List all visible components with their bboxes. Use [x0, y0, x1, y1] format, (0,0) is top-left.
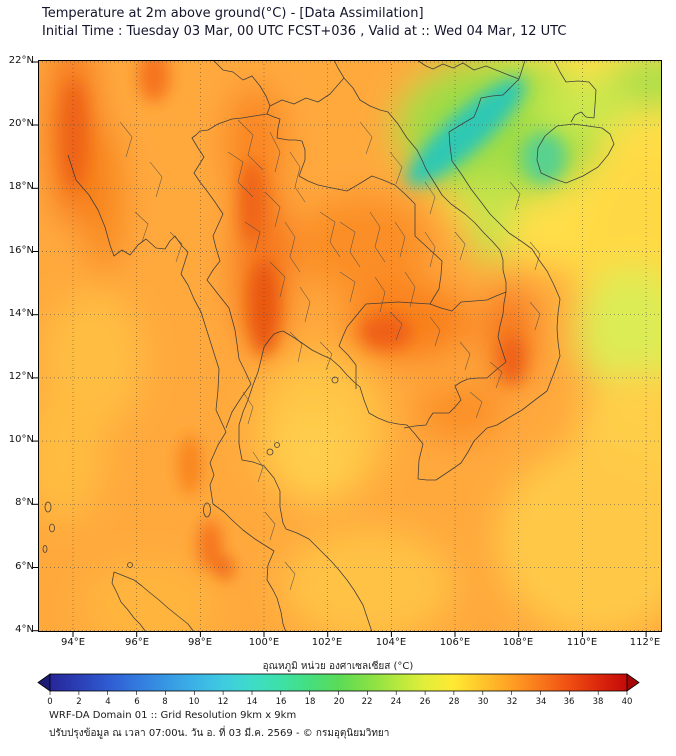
colorbar-tick-label: 2 — [76, 697, 82, 707]
colorbar-tick-label: 28 — [448, 697, 460, 707]
colorbar-tick-label: 32 — [506, 697, 518, 707]
colorbar-tick-label: 18 — [304, 697, 316, 707]
colorbar-gradient-bar — [49, 673, 628, 692]
lat-tick-label: 4°N — [15, 624, 34, 635]
axis-ticks — [33, 61, 647, 637]
colorbar-tick-label: 4 — [105, 697, 111, 707]
province-borders — [119, 119, 541, 591]
page-title: Temperature at 2m above ground(°C) - [Da… — [42, 6, 424, 21]
colorbar-tick-label: 6 — [134, 697, 140, 707]
colorbar-tick-label: 10 — [188, 697, 200, 707]
lon-tick-label: 108°E — [502, 637, 534, 648]
colorbar-ticks — [49, 691, 628, 695]
colorbar-tick-label: 36 — [563, 697, 575, 707]
colorbar-over-arrow — [626, 673, 640, 692]
colorbar-tick-label: 38 — [592, 697, 604, 707]
footer-update-info: ปรับปรุงข้อมูล ณ เวลา 07:00น. วัน อ. ที่… — [49, 728, 390, 739]
colorbar-under-arrow — [37, 673, 51, 692]
colorbar-tick-label: 24 — [390, 697, 402, 707]
lat-tick-label: 10°N — [8, 434, 34, 445]
lon-tick-label: 106°E — [439, 637, 471, 648]
lat-tick-label: 12°N — [8, 371, 34, 382]
colorbar-tick-label: 12 — [217, 697, 229, 707]
footer-domain-info: WRF-DA Domain 01 :: Grid Resolution 9km … — [49, 710, 297, 721]
lon-tick-label: 96°E — [124, 637, 150, 648]
lon-tick-label: 98°E — [187, 637, 213, 648]
colorbar — [37, 673, 642, 698]
colorbar-tick-label: 14 — [246, 697, 258, 707]
colorbar-tick-label: 26 — [419, 697, 431, 707]
temperature-field-map — [33, 60, 662, 637]
colorbar-tick-label: 0 — [47, 697, 53, 707]
temperature-shading — [38, 60, 662, 632]
lon-tick-label: 100°E — [248, 637, 280, 648]
colorbar-tick-label: 22 — [361, 697, 373, 707]
lon-tick-label: 94°E — [60, 637, 86, 648]
lon-tick-label: 104°E — [375, 637, 407, 648]
colorbar-label: อุณหภูมิ หน่วย องศาเซลเซียส (°C) — [262, 661, 414, 672]
country-borders — [42, 60, 615, 632]
lat-tick-label: 16°N — [8, 245, 34, 256]
lat-tick-label: 20°N — [8, 118, 34, 129]
lat-tick-label: 6°N — [15, 561, 34, 572]
lon-tick-label: 112°E — [629, 637, 661, 648]
colorbar-tick-label: 16 — [275, 697, 287, 707]
lat-tick-label: 14°N — [8, 308, 34, 319]
page-subtitle: Initial Time : Tuesday 03 Mar, 00 UTC FC… — [42, 24, 567, 39]
colorbar-tick-label: 34 — [535, 697, 547, 707]
colorbar-tick-label: 30 — [477, 697, 489, 707]
lat-tick-label: 18°N — [8, 181, 34, 192]
colorbar-tick-label: 40 — [621, 697, 633, 707]
map-plot-area — [33, 60, 662, 637]
lat-tick-label: 8°N — [15, 497, 34, 508]
lon-tick-label: 102°E — [311, 637, 343, 648]
colorbar-tick-label: 20 — [333, 697, 345, 707]
lat-tick-label: 22°N — [8, 55, 34, 66]
plot-frame — [38, 60, 662, 632]
colorbar-tick-label: 8 — [162, 697, 168, 707]
lon-tick-label: 110°E — [566, 637, 598, 648]
